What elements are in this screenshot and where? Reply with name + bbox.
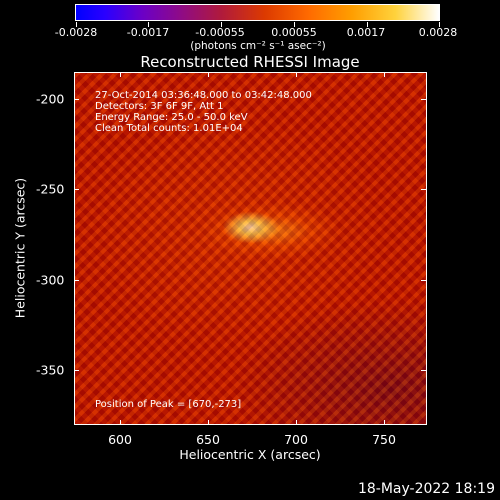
x-tick	[120, 72, 121, 77]
image-texture	[75, 73, 426, 424]
colorbar-tick	[294, 22, 295, 27]
y-tick-label: -200	[36, 91, 65, 107]
colorbar-tick	[439, 22, 440, 27]
colorbar-tick	[367, 22, 368, 27]
image-title: Reconstructed RHESSI Image	[140, 53, 360, 71]
y-tick	[74, 189, 79, 190]
colorbar-label: 0.0017	[346, 26, 386, 39]
y-tick	[74, 370, 79, 371]
info-time-range: 27-Oct-2014 03:36:48.000 to 03:42:48.000	[95, 90, 312, 101]
info-detectors: Detectors: 3F 6F 9F, Att 1	[95, 101, 224, 112]
colorbar-tick	[148, 22, 149, 27]
x-tick	[296, 420, 297, 425]
y-tick	[421, 280, 426, 281]
x-tick	[208, 72, 209, 77]
colorbar-label: -0.0017	[126, 26, 170, 39]
y-axis-title: Heliocentric Y (arcsec)	[12, 177, 28, 319]
y-tick	[74, 280, 79, 281]
colorbar-units: (photons cm⁻² s⁻¹ asec⁻²)	[190, 40, 326, 52]
colorbar-label: 0.0028	[418, 26, 458, 39]
rhessi-image: 27-Oct-2014 03:36:48.000 to 03:42:48.000…	[74, 72, 427, 425]
info-energy-range: Energy Range: 25.0 - 50.0 keV	[95, 112, 248, 123]
y-tick	[421, 370, 426, 371]
y-tick	[421, 99, 426, 100]
y-tick	[74, 99, 79, 100]
y-tick-label: -300	[36, 272, 65, 288]
colorbar-tick	[221, 22, 222, 27]
x-tick	[296, 72, 297, 77]
colorbar-label: 0.00055	[271, 26, 317, 39]
info-clean-counts: Clean Total counts: 1.01E+04	[95, 123, 243, 134]
y-tick-label: -250	[36, 181, 65, 197]
colorbar-label: -0.00055	[195, 26, 245, 39]
x-tick-label: 600	[108, 432, 132, 447]
render-timestamp: 18-May-2022 18:19	[357, 481, 495, 497]
colorbar-label: -0.0028	[54, 26, 98, 39]
x-tick-label: 750	[372, 432, 396, 447]
y-tick	[421, 189, 426, 190]
x-tick-label: 650	[196, 432, 220, 447]
x-tick	[384, 420, 385, 425]
peak-position: Position of Peak = [670,-273]	[95, 399, 242, 410]
y-tick-label: -350	[36, 362, 65, 378]
x-tick-label: 700	[284, 432, 308, 447]
x-axis-title: Heliocentric X (arcsec)	[179, 447, 321, 462]
colorbar-tick	[76, 22, 77, 27]
x-tick	[120, 420, 121, 425]
colorbar	[75, 4, 440, 27]
x-tick	[384, 72, 385, 77]
x-tick	[208, 420, 209, 425]
